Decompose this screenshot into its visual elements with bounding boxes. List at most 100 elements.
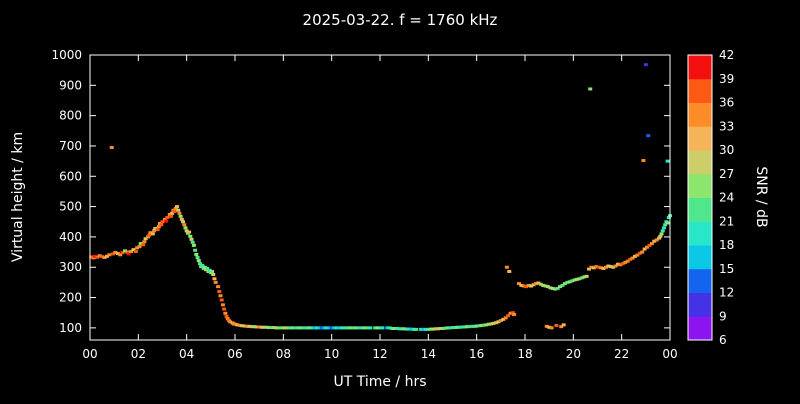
y-tick-label: 100 <box>59 321 82 335</box>
data-point <box>146 235 150 239</box>
colorbar-band <box>688 197 712 222</box>
data-point <box>339 326 344 330</box>
data-point <box>489 322 494 326</box>
y-tick-label: 1000 <box>51 48 82 62</box>
data-point <box>291 326 295 330</box>
data-point <box>257 325 262 329</box>
data-point <box>235 323 240 327</box>
y-axis-label: Virtual height / km <box>10 132 26 262</box>
data-point <box>508 311 513 315</box>
data-point <box>666 216 671 220</box>
data-point <box>213 280 218 284</box>
data-point <box>113 250 118 254</box>
data-point <box>479 323 484 327</box>
data-point <box>175 205 179 209</box>
data-point <box>242 324 247 328</box>
data-point <box>572 278 577 282</box>
data-point <box>616 262 621 266</box>
data-point <box>220 303 225 307</box>
data-point <box>421 327 426 331</box>
data-point <box>498 319 503 323</box>
data-point <box>259 325 264 329</box>
colorbar-tick-label: 9 <box>719 309 727 323</box>
data-point <box>104 254 109 258</box>
plot-border <box>89 54 671 341</box>
data-point <box>559 325 564 329</box>
colorbar-tick-label: 6 <box>719 333 727 347</box>
data-point <box>630 256 635 260</box>
data-point <box>647 243 652 247</box>
data-point <box>156 225 161 229</box>
data-point <box>549 326 554 330</box>
data-point <box>303 326 308 330</box>
x-tick-label: 16 <box>469 347 484 361</box>
data-point <box>310 326 315 330</box>
data-point <box>628 257 633 261</box>
data-point <box>538 282 543 286</box>
data-point <box>545 285 550 289</box>
data-point <box>173 206 178 210</box>
data-point <box>123 249 128 253</box>
data-point <box>392 326 397 330</box>
data-point <box>237 323 242 327</box>
data-point <box>526 283 531 287</box>
data-point <box>491 321 496 325</box>
data-point <box>212 277 217 281</box>
data-point <box>641 159 646 163</box>
data-point <box>222 307 227 311</box>
x-axis-label: UT Time / hrs <box>333 374 426 390</box>
data-point <box>200 263 205 267</box>
data-point <box>322 326 327 330</box>
data-point <box>501 317 506 321</box>
data-point <box>368 326 373 330</box>
data-point <box>196 259 201 263</box>
colorbar-tick-label: 39 <box>719 72 734 86</box>
data-point <box>178 214 183 218</box>
data-point <box>457 325 462 329</box>
data-point <box>172 209 177 213</box>
x-tick-label: 14 <box>421 347 436 361</box>
data-point <box>643 63 648 67</box>
data-point <box>544 324 549 328</box>
data-point <box>225 317 230 321</box>
data-point <box>142 240 147 244</box>
data-point <box>315 326 320 330</box>
data-point <box>484 323 489 327</box>
data-point <box>411 327 416 331</box>
y-axis-ticks: 100 200 300 400 500 600 700 800 900 1000 <box>51 48 670 335</box>
colorbar-tick-label: 30 <box>719 143 734 157</box>
data-point <box>550 286 555 290</box>
data-point <box>450 326 455 330</box>
data-point <box>582 275 587 279</box>
data-point <box>334 326 339 330</box>
y-tick-label: 300 <box>59 260 82 274</box>
data-point <box>155 228 160 232</box>
x-tick-label: 20 <box>566 347 581 361</box>
data-point <box>358 326 363 330</box>
data-point <box>188 234 193 238</box>
data-point <box>264 325 269 329</box>
y-tick-label: 700 <box>59 139 82 153</box>
data-point <box>477 324 482 328</box>
data-point <box>385 326 390 330</box>
data-point <box>373 326 378 330</box>
x-tick-label: 00 <box>662 347 677 361</box>
data-point <box>107 253 112 257</box>
data-point <box>521 284 526 288</box>
data-point <box>414 327 419 331</box>
data-point <box>298 326 303 330</box>
y-tick-label: 900 <box>59 78 82 92</box>
data-point <box>623 260 628 264</box>
data-point <box>249 325 254 329</box>
data-point <box>187 230 192 234</box>
data-point <box>276 326 281 330</box>
data-point <box>661 226 666 230</box>
data-point <box>110 252 115 256</box>
colorbar-tick-label: 33 <box>719 119 734 133</box>
data-point <box>433 327 438 331</box>
data-point <box>351 326 356 330</box>
data-point <box>375 326 380 330</box>
data-point <box>665 221 670 225</box>
data-point <box>519 283 524 287</box>
data-point <box>438 326 443 330</box>
